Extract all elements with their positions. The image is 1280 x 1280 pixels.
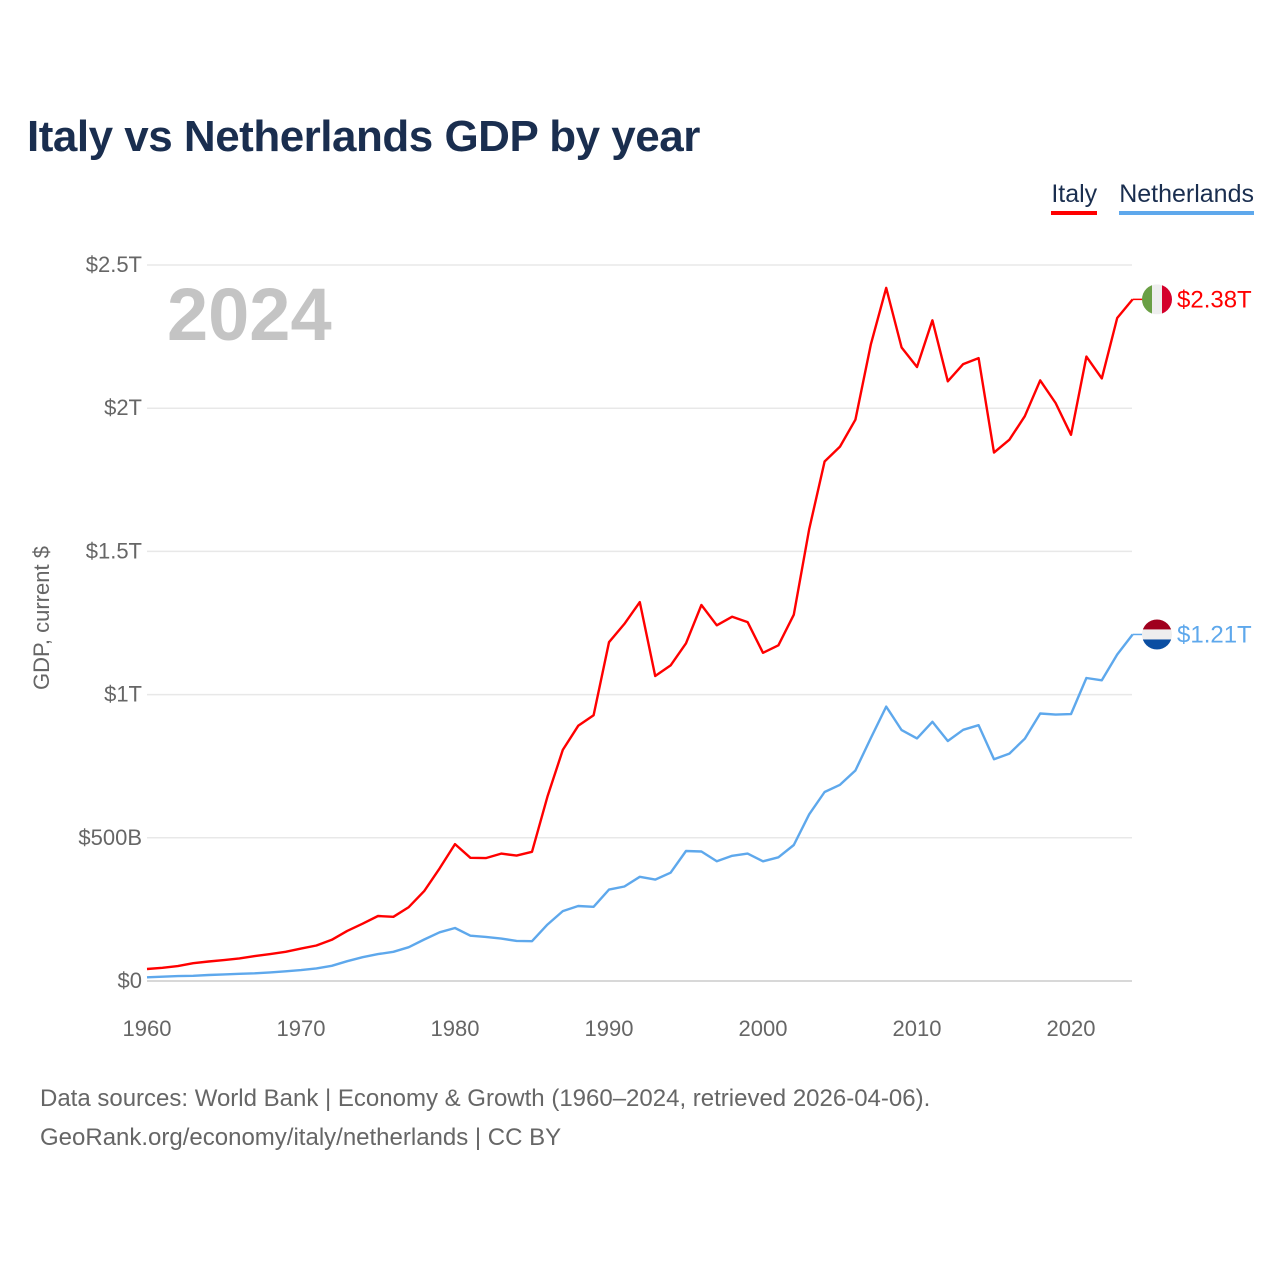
end-value-label: $2.38T — [1177, 286, 1252, 313]
y-tick-label: $1T — [104, 682, 142, 707]
netherlands-flag-icon — [1142, 619, 1172, 650]
x-tick-label: 1960 — [123, 1016, 172, 1041]
series-line-italy — [146, 286, 1134, 971]
y-tick-label: $2T — [104, 395, 142, 420]
italy-flag-icon — [1142, 284, 1172, 315]
x-tick-label: 2010 — [893, 1016, 942, 1041]
series-line-netherlands — [146, 633, 1134, 979]
x-tick-label: 2000 — [739, 1016, 788, 1041]
footer-link[interactable]: GeoRank.org/economy/italy/netherlands | … — [40, 1124, 562, 1151]
y-tick-label: $0 — [118, 968, 142, 993]
x-tick-label: 1990 — [585, 1016, 634, 1041]
y-tick-label: $500B — [78, 825, 142, 850]
footer-sources: Data sources: World Bank | Economy & Gro… — [40, 1085, 931, 1112]
legend-item-italy[interactable]: Italy — [1051, 180, 1098, 215]
x-tick-label: 2020 — [1047, 1016, 1096, 1041]
legend: Italy Netherlands — [1051, 180, 1254, 215]
legend-item-netherlands[interactable]: Netherlands — [1119, 180, 1254, 215]
x-tick-label: 1970 — [277, 1016, 326, 1041]
y-tick-label: $2.5T — [86, 252, 142, 277]
year-label: 2024 — [167, 273, 332, 356]
end-value-label: $1.21T — [1177, 621, 1252, 648]
chart-title: Italy vs Netherlands GDP by year — [27, 112, 700, 161]
x-tick-label: 1980 — [431, 1016, 480, 1041]
y-tick-label: $1.5T — [86, 538, 142, 563]
